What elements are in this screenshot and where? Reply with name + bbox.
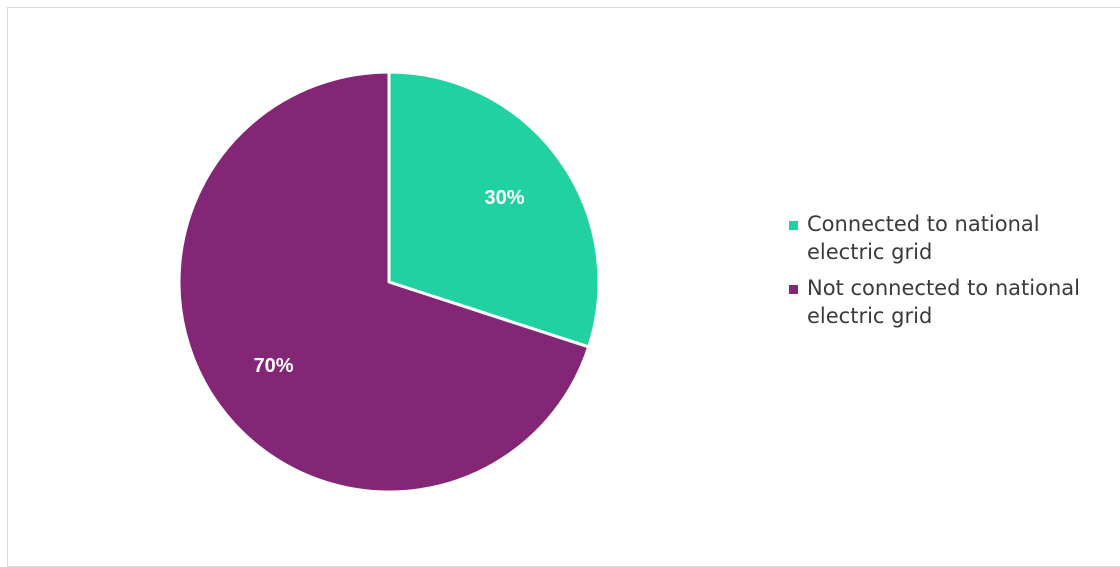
- pie-slice: [177, 70, 591, 494]
- legend-swatch: [789, 285, 798, 294]
- legend-item: Not connected to national electric grid: [789, 274, 1114, 330]
- slice-data-label: 30%: [485, 187, 525, 209]
- slice-data-label: 70%: [253, 355, 293, 377]
- pie-chart: 30% 70%: [177, 70, 601, 494]
- pie-labels: 30% 70%: [253, 187, 524, 377]
- chart-legend: Connected to national electric grid Not …: [789, 210, 1114, 338]
- legend-label: Connected to national electric grid: [807, 212, 1040, 264]
- legend-swatch: [789, 221, 798, 230]
- legend-label: Not connected to national electric grid: [807, 276, 1080, 328]
- pie-slices: [177, 70, 601, 494]
- pie-slice: [387, 70, 601, 349]
- legend-item: Connected to national electric grid: [789, 210, 1114, 266]
